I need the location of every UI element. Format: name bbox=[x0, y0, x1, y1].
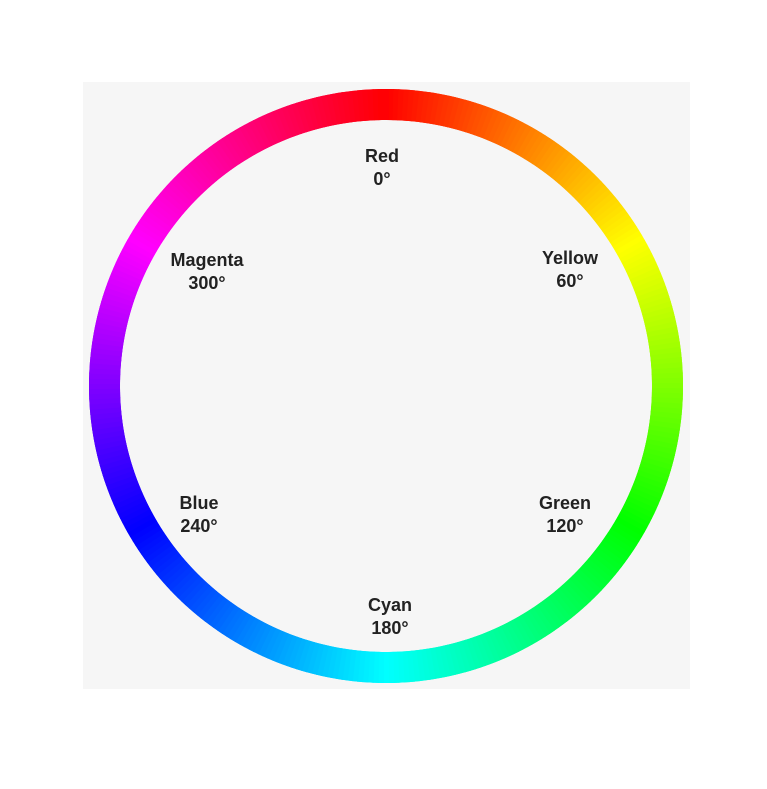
label-red: Red 0° bbox=[322, 145, 442, 191]
hue-name-magenta: Magenta bbox=[170, 250, 244, 270]
label-yellow: Yellow 60° bbox=[510, 247, 630, 293]
hue-segment bbox=[377, 89, 390, 121]
label-green: Green 120° bbox=[505, 492, 625, 538]
label-cyan: Cyan 180° bbox=[330, 594, 450, 640]
hue-angle-green: 120° bbox=[546, 516, 584, 536]
hue-name-blue: Blue bbox=[179, 493, 219, 513]
label-magenta: Magenta 300° bbox=[147, 249, 267, 295]
hue-angle-red: 0° bbox=[373, 169, 391, 189]
hue-angle-blue: 240° bbox=[180, 516, 218, 536]
label-blue: Blue 240° bbox=[139, 492, 259, 538]
hue-angle-yellow: 60° bbox=[556, 271, 584, 291]
hue-name-red: Red bbox=[364, 146, 399, 166]
hue-angle-magenta: 300° bbox=[188, 273, 226, 293]
hue-name-yellow: Yellow bbox=[541, 248, 599, 268]
hue-angle-cyan: 180° bbox=[371, 618, 409, 638]
hue-name-green: Green bbox=[538, 493, 592, 513]
hue-name-cyan: Cyan bbox=[367, 595, 412, 615]
